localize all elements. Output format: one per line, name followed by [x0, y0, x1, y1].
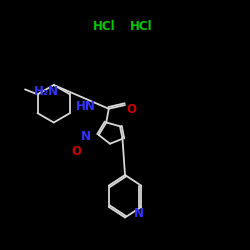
Text: N: N [81, 130, 91, 143]
Text: N: N [134, 207, 144, 220]
Text: HN: HN [76, 100, 96, 114]
Text: O: O [71, 145, 81, 158]
Text: O: O [126, 103, 136, 116]
Text: HCl: HCl [92, 20, 115, 33]
Text: HCl: HCl [130, 20, 152, 33]
Text: H₂N: H₂N [34, 85, 59, 98]
